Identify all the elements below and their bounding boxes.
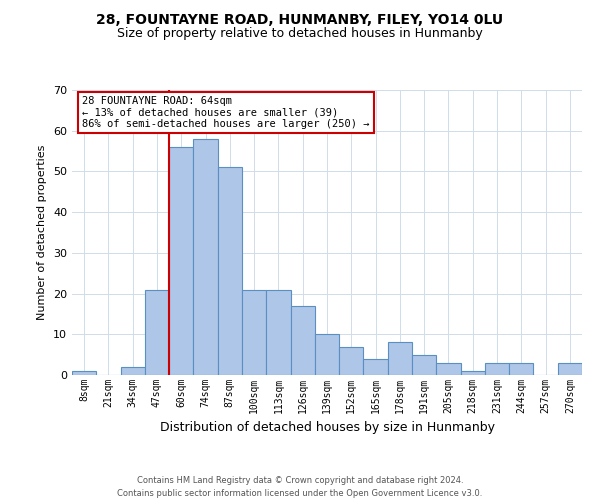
- Bar: [558, 363, 582, 375]
- Bar: [315, 334, 339, 375]
- Bar: [509, 363, 533, 375]
- Text: 28, FOUNTAYNE ROAD, HUNMANBY, FILEY, YO14 0LU: 28, FOUNTAYNE ROAD, HUNMANBY, FILEY, YO1…: [97, 12, 503, 26]
- Bar: [145, 290, 169, 375]
- Bar: [121, 367, 145, 375]
- Bar: [242, 290, 266, 375]
- X-axis label: Distribution of detached houses by size in Hunmanby: Distribution of detached houses by size …: [160, 422, 494, 434]
- Bar: [218, 168, 242, 375]
- Bar: [412, 354, 436, 375]
- Bar: [266, 290, 290, 375]
- Bar: [72, 371, 96, 375]
- Bar: [388, 342, 412, 375]
- Bar: [169, 147, 193, 375]
- Text: Contains HM Land Registry data © Crown copyright and database right 2024.
Contai: Contains HM Land Registry data © Crown c…: [118, 476, 482, 498]
- Bar: [436, 363, 461, 375]
- Bar: [193, 139, 218, 375]
- Text: 28 FOUNTAYNE ROAD: 64sqm
← 13% of detached houses are smaller (39)
86% of semi-d: 28 FOUNTAYNE ROAD: 64sqm ← 13% of detach…: [82, 96, 370, 129]
- Bar: [339, 346, 364, 375]
- Y-axis label: Number of detached properties: Number of detached properties: [37, 145, 47, 320]
- Bar: [485, 363, 509, 375]
- Bar: [290, 306, 315, 375]
- Bar: [364, 358, 388, 375]
- Bar: [461, 371, 485, 375]
- Text: Size of property relative to detached houses in Hunmanby: Size of property relative to detached ho…: [117, 28, 483, 40]
